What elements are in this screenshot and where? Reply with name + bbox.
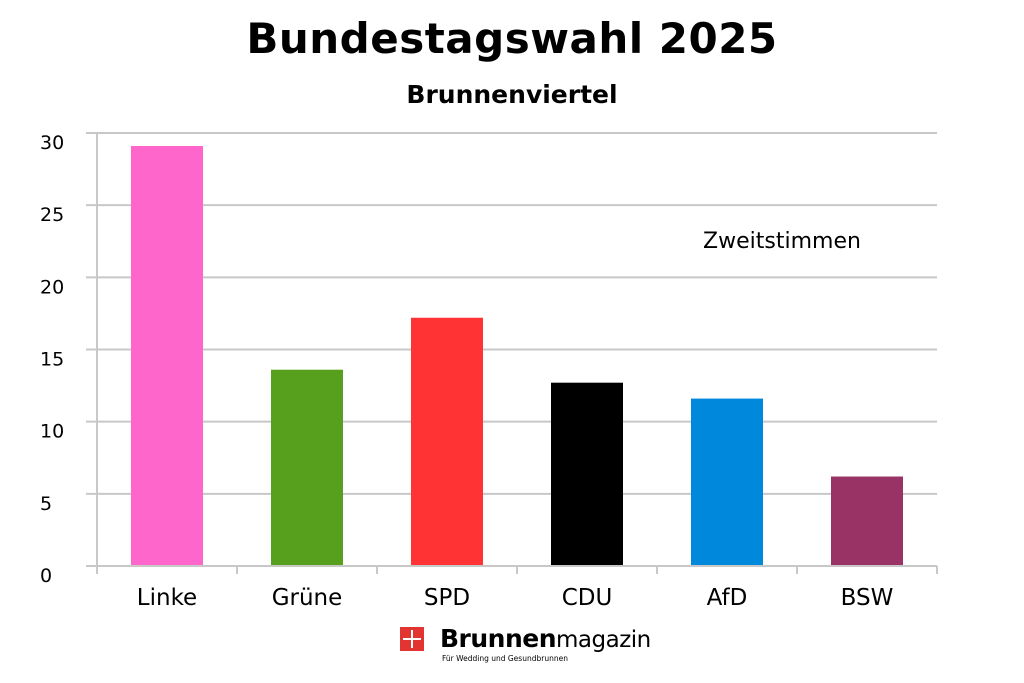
y-tick-label: 5 (40, 493, 52, 515)
logo-wordmark: Brunnenmagazin (440, 624, 651, 653)
bar-spd (411, 317, 483, 566)
chart-title: Bundestagswahl 2025 (246, 14, 778, 63)
x-tick-label: Grüne (272, 585, 343, 611)
x-tick-label: BSW (841, 585, 894, 611)
logo-mark-icon (400, 627, 424, 651)
axes (86, 133, 938, 574)
logo-brand: Brunnen (440, 624, 557, 653)
chart-subtitle: Brunnenviertel (406, 80, 618, 109)
y-tick-label: 0 (40, 565, 52, 587)
y-tick-label: 20 (40, 276, 64, 298)
x-tick-label: CDU (562, 585, 613, 611)
y-tick-label: 15 (40, 349, 64, 371)
logo-tagline: Für Wedding und Gesundbrunnen (442, 654, 568, 663)
tick-labels: 0 5 10 15 20 25 30 Linke Grüne SPD CDU AfD BSW (40, 132, 893, 611)
bar-grüne (271, 369, 343, 566)
y-tick-label: 25 (40, 204, 64, 226)
chart-annotation: Zweitstimmen (703, 229, 861, 254)
x-tick-label: SPD (424, 585, 470, 611)
grid-lines (86, 132, 937, 495)
logo-brand-suffix: magazin (556, 627, 651, 653)
bar-afd (691, 398, 763, 566)
bar-linke (131, 145, 203, 567)
x-tick-label: AfD (707, 585, 748, 611)
bar-bsw (831, 476, 903, 566)
y-tick-label: 30 (40, 132, 64, 154)
bars (131, 145, 903, 567)
y-tick-label: 10 (40, 421, 64, 443)
x-tick-label: Linke (137, 585, 197, 611)
brunnenmagazin-logo: Brunnenmagazin Für Wedding und Gesundbru… (400, 624, 651, 665)
bar-cdu (551, 382, 623, 566)
